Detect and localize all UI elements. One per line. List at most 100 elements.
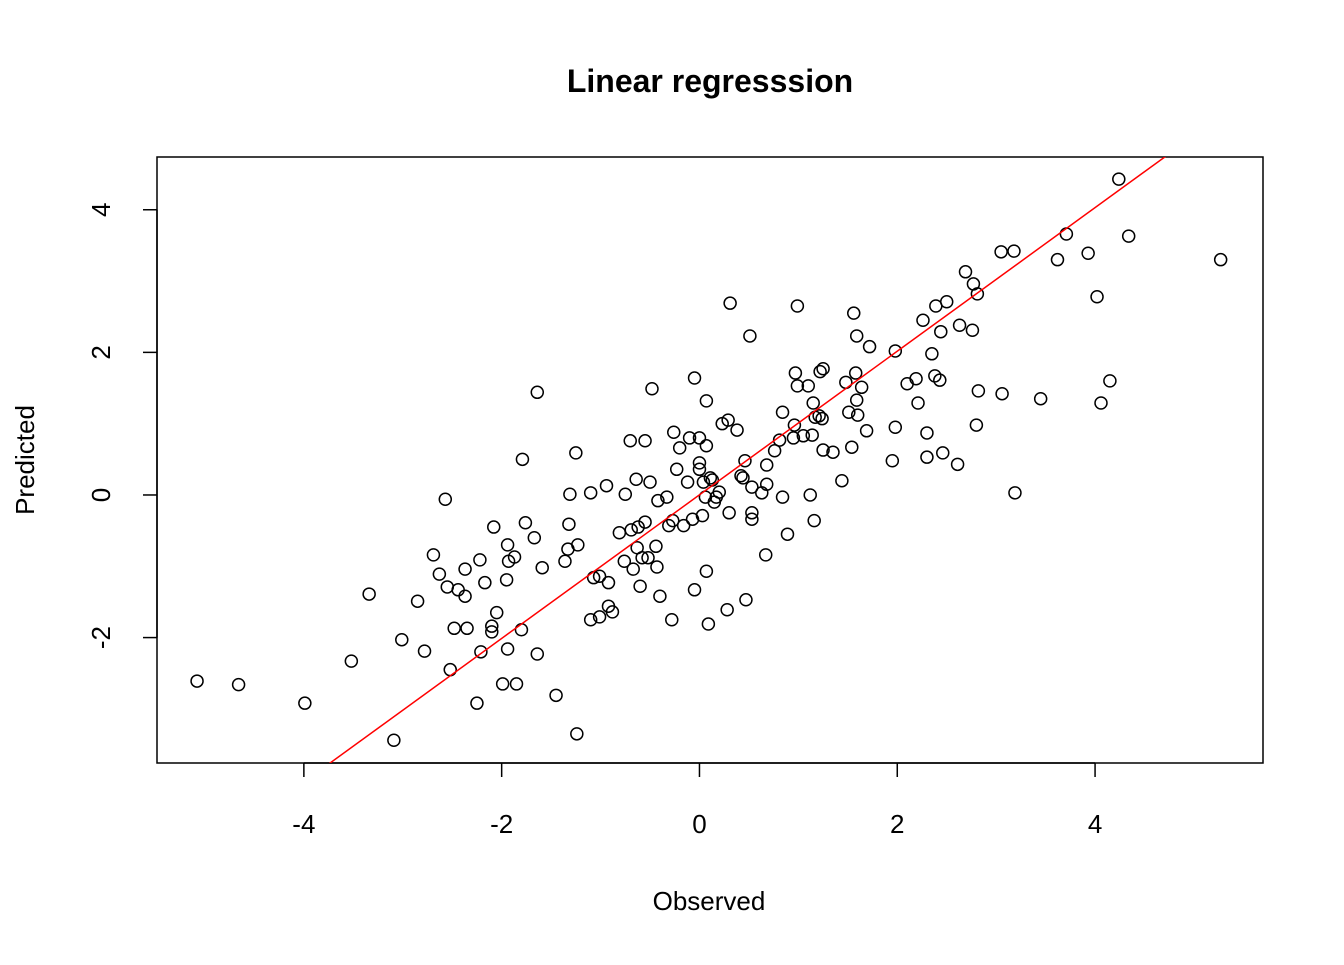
point xyxy=(807,513,821,528)
x-axis-label: Observed xyxy=(653,886,766,916)
point xyxy=(680,475,695,489)
point xyxy=(571,538,585,552)
point xyxy=(1094,396,1108,410)
point xyxy=(583,486,598,500)
point xyxy=(952,318,967,333)
point xyxy=(569,446,583,460)
point xyxy=(507,550,522,564)
point xyxy=(969,418,984,432)
y-tick-label: 2 xyxy=(86,345,116,359)
point xyxy=(562,517,576,531)
point xyxy=(849,329,864,343)
point xyxy=(1050,252,1065,267)
y-axis-label: Predicted xyxy=(10,405,40,515)
point xyxy=(298,696,312,710)
point xyxy=(518,516,533,530)
point xyxy=(485,625,499,639)
point xyxy=(530,647,545,661)
point xyxy=(936,446,950,460)
point xyxy=(665,613,679,627)
point xyxy=(387,733,401,748)
point xyxy=(500,538,515,552)
point xyxy=(509,677,524,691)
point xyxy=(759,458,774,472)
point xyxy=(687,371,702,385)
point xyxy=(805,428,819,442)
point xyxy=(845,440,859,454)
point xyxy=(786,431,801,445)
y-tick-label: -2 xyxy=(86,626,116,649)
point xyxy=(651,493,665,508)
point xyxy=(470,696,484,710)
point xyxy=(909,372,923,386)
x-tick-label: 2 xyxy=(890,809,904,839)
point xyxy=(473,553,487,567)
point xyxy=(583,613,598,627)
point xyxy=(1090,290,1104,304)
point xyxy=(790,299,805,313)
point xyxy=(816,362,830,376)
point xyxy=(826,445,840,459)
point xyxy=(995,386,1009,401)
point xyxy=(806,396,820,410)
point xyxy=(847,306,861,320)
point xyxy=(438,492,453,507)
point xyxy=(599,478,614,493)
point xyxy=(730,423,744,437)
point xyxy=(812,409,826,423)
point xyxy=(939,294,954,309)
point xyxy=(745,480,759,494)
point xyxy=(775,490,790,504)
point xyxy=(1081,246,1095,261)
point xyxy=(920,450,934,464)
point xyxy=(780,527,795,541)
point xyxy=(638,434,652,448)
point xyxy=(815,411,829,426)
point xyxy=(676,518,691,533)
x-tick-label: -2 xyxy=(490,809,513,839)
point xyxy=(447,621,461,636)
point xyxy=(362,587,376,601)
point xyxy=(699,564,714,579)
point xyxy=(633,579,647,593)
point xyxy=(934,324,948,339)
point xyxy=(395,632,409,647)
point xyxy=(722,506,736,520)
point xyxy=(485,619,499,633)
point xyxy=(500,642,515,656)
point xyxy=(660,490,674,504)
point xyxy=(888,344,903,358)
point xyxy=(796,429,811,443)
point xyxy=(458,589,472,603)
point xyxy=(759,477,774,492)
point xyxy=(1033,391,1048,406)
point xyxy=(478,575,492,590)
point xyxy=(592,610,607,624)
point xyxy=(767,444,782,458)
point xyxy=(692,462,707,477)
point xyxy=(1213,252,1228,267)
point xyxy=(703,471,718,485)
point xyxy=(682,431,697,445)
point xyxy=(635,550,649,565)
point xyxy=(515,452,530,467)
y-tick-label: 4 xyxy=(86,203,116,217)
point xyxy=(626,562,640,576)
point xyxy=(854,380,869,395)
point xyxy=(653,589,667,603)
point xyxy=(687,583,702,597)
point xyxy=(499,573,514,587)
point xyxy=(720,603,734,617)
point xyxy=(190,674,204,688)
point xyxy=(669,462,684,477)
point xyxy=(667,425,681,439)
point xyxy=(885,453,900,468)
point xyxy=(558,554,572,569)
point xyxy=(801,379,816,393)
point xyxy=(787,418,802,432)
point xyxy=(1007,244,1021,258)
point xyxy=(417,644,432,658)
point xyxy=(911,396,925,410)
point xyxy=(1008,486,1022,500)
